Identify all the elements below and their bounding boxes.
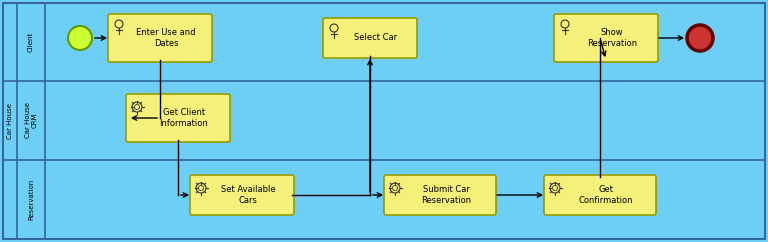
FancyBboxPatch shape: [126, 94, 230, 142]
Text: Select Car: Select Car: [355, 33, 398, 43]
Circle shape: [68, 26, 92, 50]
FancyBboxPatch shape: [544, 175, 656, 215]
Circle shape: [687, 25, 713, 51]
Text: Client: Client: [28, 32, 34, 52]
Text: Car House: Car House: [7, 103, 13, 139]
Text: Reservation: Reservation: [28, 179, 34, 220]
Text: Enter Use and
Dates: Enter Use and Dates: [136, 28, 196, 48]
FancyBboxPatch shape: [384, 175, 496, 215]
FancyBboxPatch shape: [108, 14, 212, 62]
Text: Car House
CRM: Car House CRM: [25, 103, 38, 138]
Text: Show
Reservation: Show Reservation: [587, 28, 637, 48]
Text: Submit Car
Reservation: Submit Car Reservation: [421, 185, 471, 205]
FancyBboxPatch shape: [554, 14, 658, 62]
Text: Get
Confirmation: Get Confirmation: [579, 185, 634, 205]
Text: Get Client
Information: Get Client Information: [160, 108, 208, 128]
Text: Set Available
Cars: Set Available Cars: [220, 185, 275, 205]
FancyBboxPatch shape: [323, 18, 417, 58]
FancyBboxPatch shape: [190, 175, 294, 215]
